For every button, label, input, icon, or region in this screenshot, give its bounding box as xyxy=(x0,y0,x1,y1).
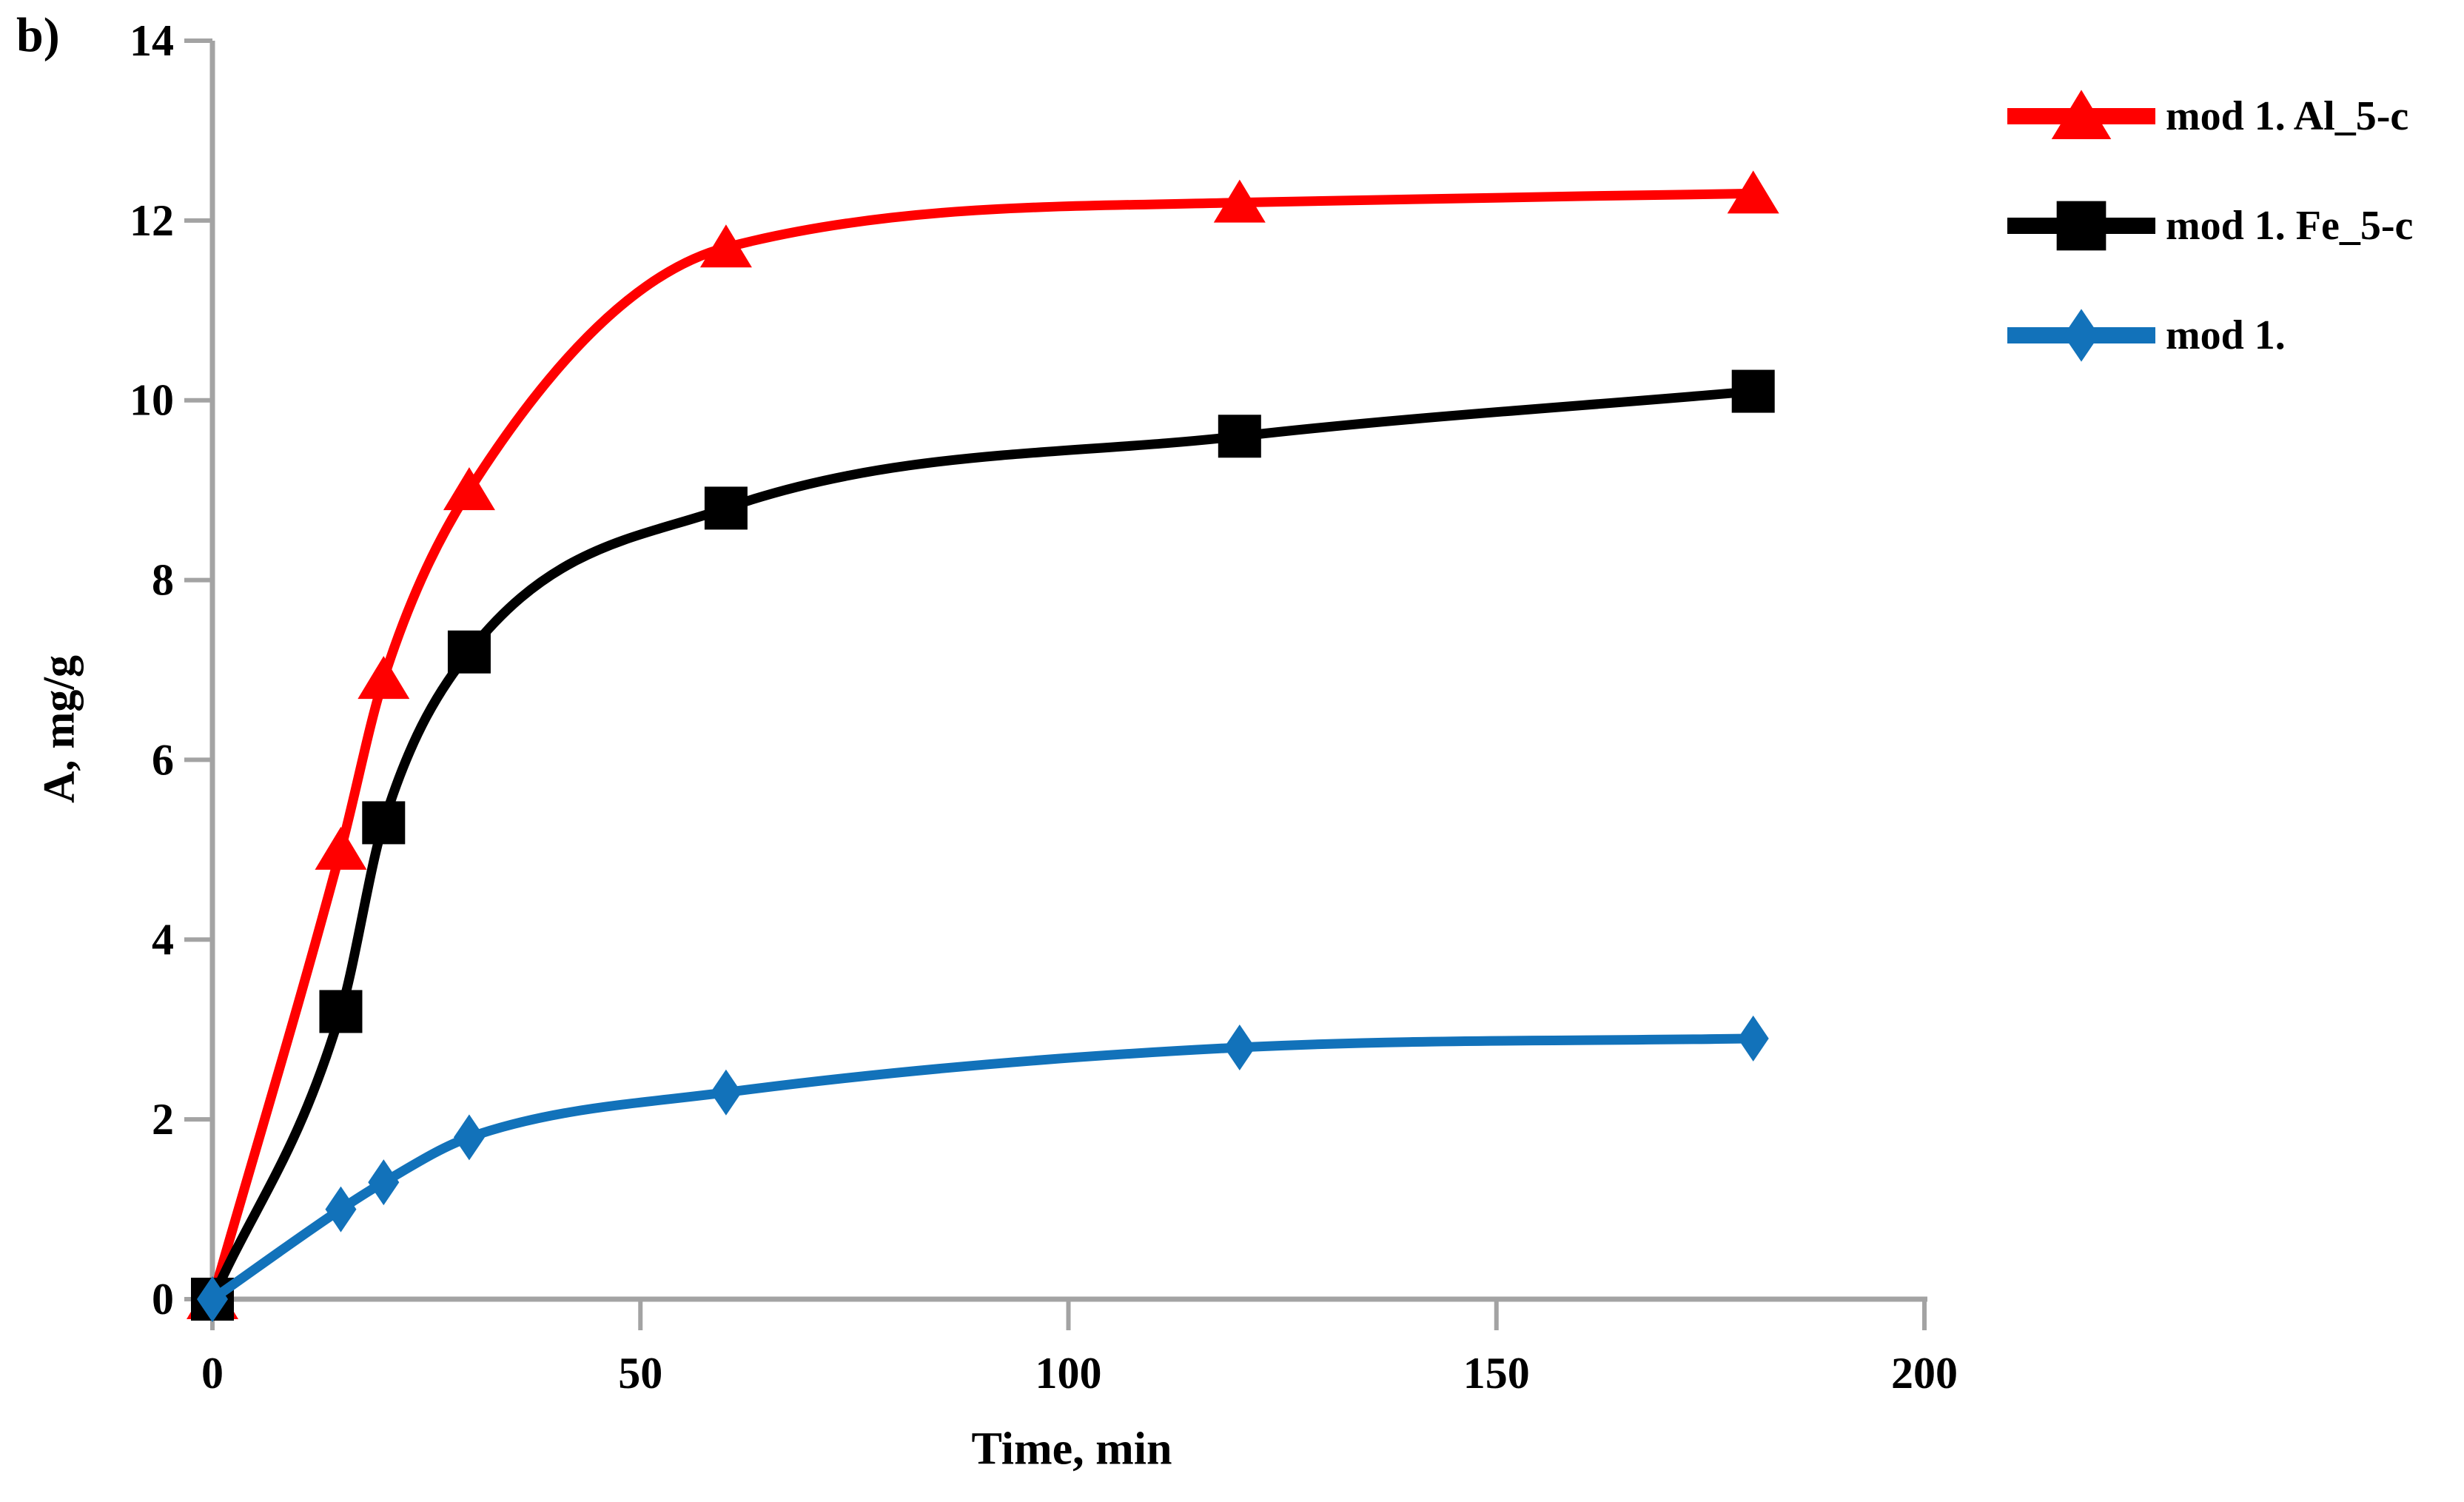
data-point-marker xyxy=(357,656,410,700)
legend-item-fe5c: mod 1. Fe_5-c xyxy=(2007,192,2413,259)
data-point-marker xyxy=(197,1276,228,1322)
data-point-marker xyxy=(1213,179,1266,223)
legend: mod 1. Al_5-c mod 1. Fe_5-c mod 1. xyxy=(2007,83,2413,369)
square-series-marker-icon xyxy=(2007,201,2155,251)
data-point-marker xyxy=(319,990,363,1033)
data-point-marker xyxy=(1731,369,1775,413)
y-tick-label: 8 xyxy=(152,556,174,605)
series-line xyxy=(207,188,1759,1304)
data-point-marker xyxy=(447,630,491,674)
series-mod-1- xyxy=(197,1015,1769,1322)
y-tick-label: 14 xyxy=(130,16,174,65)
y-tick-label: 12 xyxy=(130,196,174,245)
panel-label: b) xyxy=(16,8,60,62)
legend-marker-shape xyxy=(2056,201,2107,251)
diamond-series-marker-icon xyxy=(2007,309,2155,362)
data-point-marker xyxy=(362,801,406,845)
legend-item-mod1: mod 1. xyxy=(2007,302,2413,369)
data-point-marker xyxy=(699,224,752,268)
y-tick-label: 0 xyxy=(152,1275,174,1324)
data-point-marker xyxy=(710,1069,742,1116)
y-tick-label: 10 xyxy=(130,376,174,425)
data-point-marker xyxy=(453,1114,485,1161)
y-tick-label: 2 xyxy=(152,1095,174,1144)
triangle-series-marker-icon xyxy=(2007,90,2155,140)
x-tick-label: 0 xyxy=(201,1349,224,1398)
data-point-marker xyxy=(368,1159,400,1206)
legend-marker-shape xyxy=(2063,309,2100,362)
x-tick-label: 50 xyxy=(618,1349,662,1398)
data-point-marker xyxy=(1223,1025,1255,1070)
legend-label-mod1: mod 1. xyxy=(2166,312,2286,358)
data-point-marker xyxy=(1737,1015,1769,1062)
series-line xyxy=(207,1033,1759,1304)
series-mod-1-fe-5-c xyxy=(191,369,1775,1321)
data-point-marker xyxy=(315,826,367,870)
legend-item-al5c: mod 1. Al_5-c xyxy=(2007,83,2413,150)
data-point-marker xyxy=(704,486,748,530)
legend-marker-shape xyxy=(2051,90,2112,140)
x-axis-title: Time, min xyxy=(971,1424,1172,1475)
x-tick-label: 200 xyxy=(1891,1349,1958,1398)
y-tick-label: 6 xyxy=(152,735,174,784)
data-point-marker xyxy=(1218,415,1261,458)
data-point-marker xyxy=(443,467,495,511)
x-tick-label: 100 xyxy=(1035,1349,1102,1398)
y-axis-title: A, mg/g xyxy=(34,655,84,803)
data-point-marker xyxy=(1727,170,1779,214)
y-tick-label: 4 xyxy=(152,915,174,964)
x-tick-label: 150 xyxy=(1463,1349,1530,1398)
legend-label-fe5c: mod 1. Fe_5-c xyxy=(2166,203,2414,249)
data-point-marker xyxy=(325,1186,357,1233)
legend-label-al5c: mod 1. Al_5-c xyxy=(2166,93,2409,139)
series-mod-1-al-5-c xyxy=(187,170,1779,1319)
